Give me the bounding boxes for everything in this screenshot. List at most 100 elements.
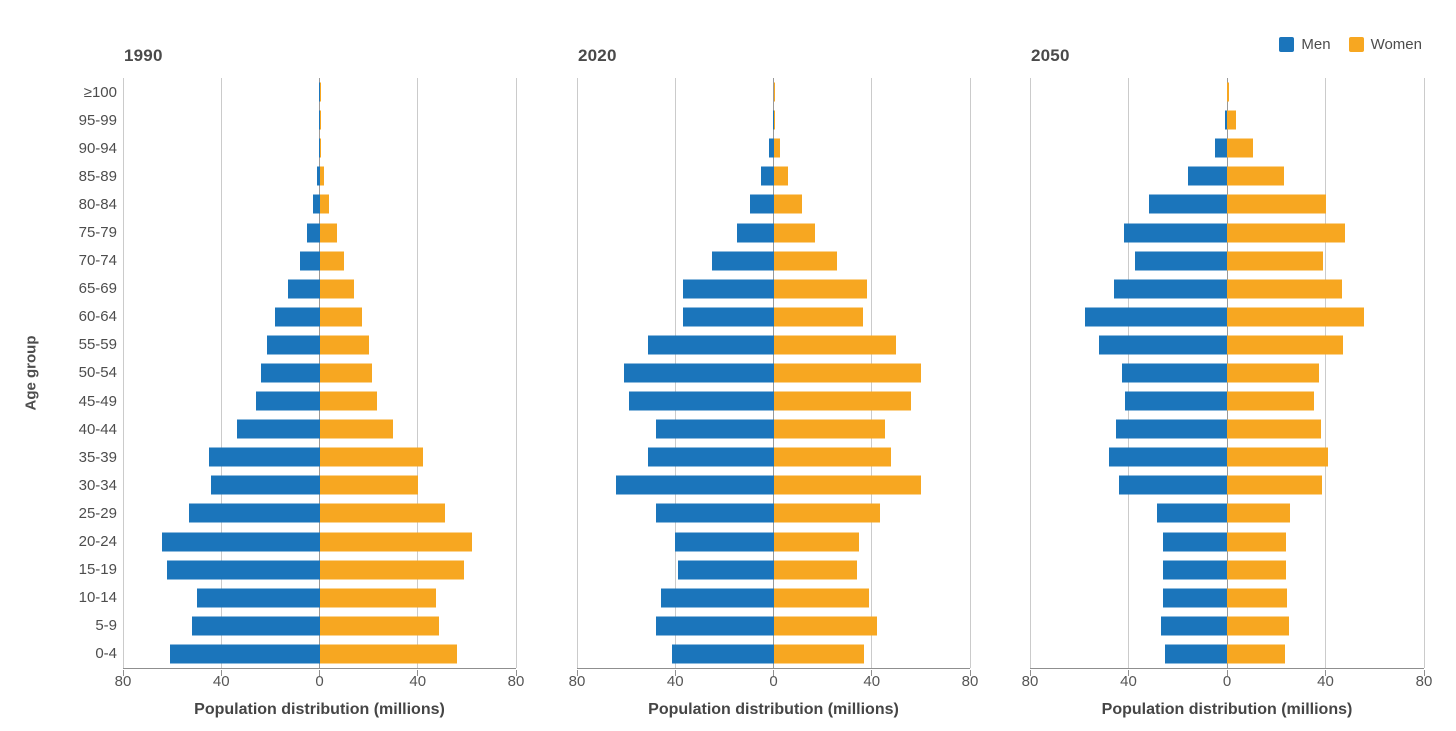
bar-women — [1227, 223, 1346, 243]
men-half — [1030, 415, 1227, 443]
bar-women — [1227, 335, 1343, 355]
x-tick-label: 80 — [1021, 673, 1039, 690]
bar-women — [773, 588, 870, 608]
pyramid-row — [1030, 78, 1424, 106]
women-half — [773, 612, 971, 640]
pyramid-row — [1030, 134, 1424, 162]
women-half — [773, 106, 971, 134]
bar-men — [1156, 503, 1227, 523]
men-half — [577, 218, 774, 246]
bar-women — [1227, 110, 1236, 130]
men-half — [577, 275, 774, 303]
x-tick-label: 40 — [666, 673, 684, 690]
men-half — [123, 303, 320, 331]
age-group-label: 15-19 — [78, 561, 117, 579]
bar-women — [1227, 419, 1321, 439]
women-half — [773, 640, 971, 668]
bar-men — [211, 475, 320, 495]
pyramid-row — [123, 247, 516, 275]
men-half — [577, 247, 774, 275]
bar-men — [660, 588, 774, 608]
bar-women — [1227, 588, 1288, 608]
x-tick-labels-2050: 80 40 0 40 80 — [1022, 673, 1433, 695]
bar-women — [1227, 560, 1287, 580]
bar-women — [773, 475, 921, 495]
bar-men — [675, 532, 774, 552]
bar-men — [1134, 251, 1227, 271]
women-half — [1227, 162, 1424, 190]
bar-women — [773, 447, 892, 467]
pyramid-rows — [577, 78, 970, 668]
men-half — [123, 190, 320, 218]
bar-men — [655, 616, 774, 636]
bar-women — [1227, 447, 1328, 467]
bar-women — [773, 503, 881, 523]
women-half — [773, 331, 971, 359]
axis-tick — [674, 670, 676, 676]
women-half — [319, 612, 517, 640]
men-half — [1030, 499, 1227, 527]
bar-men — [255, 391, 320, 411]
women-half — [1227, 387, 1424, 415]
legend-item-women: Women — [1348, 36, 1422, 53]
men-half — [123, 584, 320, 612]
axis-tick — [871, 670, 873, 676]
bar-women — [773, 419, 886, 439]
bar-men — [287, 279, 320, 299]
bar-women — [319, 475, 418, 495]
men-half — [123, 415, 320, 443]
women-legend-label: Women — [1370, 36, 1422, 53]
women-half — [773, 218, 971, 246]
pyramid-row — [1030, 331, 1424, 359]
pyramid-row — [123, 134, 516, 162]
pyramid-row — [577, 499, 970, 527]
pyramid-row — [577, 443, 970, 471]
men-half — [577, 499, 774, 527]
x-tick-label: 40 — [1120, 673, 1137, 690]
women-half — [773, 387, 971, 415]
x-axis-title-2050: Population distribution (millions) — [1101, 701, 1353, 718]
men-half — [1030, 443, 1227, 471]
x-tick-labels-1990: 80 40 0 40 80 — [115, 673, 525, 695]
bar-men — [196, 588, 320, 608]
pyramid-row — [1030, 247, 1424, 275]
bar-men — [1162, 588, 1227, 608]
men-half — [577, 387, 774, 415]
men-half — [1030, 556, 1227, 584]
axis-tick — [220, 670, 222, 676]
pyramid-row — [577, 134, 970, 162]
women-half — [773, 443, 971, 471]
men-half — [1030, 612, 1227, 640]
men-half — [577, 331, 774, 359]
bar-women — [319, 363, 373, 383]
bar-women — [319, 532, 472, 552]
women-half — [773, 303, 971, 331]
pyramid-row — [1030, 556, 1424, 584]
x-tick-label: 40 — [212, 673, 230, 690]
bar-women — [773, 110, 775, 130]
bar-men — [1124, 391, 1227, 411]
pyramid-row — [123, 190, 516, 218]
men-half — [1030, 134, 1227, 162]
pyramid-row — [577, 612, 970, 640]
women-half — [319, 387, 517, 415]
x-tick-label: 40 — [409, 673, 427, 690]
women-half — [1227, 331, 1424, 359]
men-legend-label: Men — [1301, 36, 1331, 53]
women-half — [773, 190, 971, 218]
bar-men — [736, 223, 774, 243]
men-half — [1030, 387, 1227, 415]
plot-area-2020 — [576, 78, 971, 676]
pyramid-row — [1030, 162, 1424, 190]
bar-men — [682, 279, 774, 299]
age-group-label: 55-59 — [78, 336, 117, 354]
panel-title-1990: 1990 — [124, 46, 163, 65]
bar-men — [266, 335, 320, 355]
pyramid-row — [1030, 471, 1424, 499]
women-half — [319, 218, 517, 246]
bar-men — [682, 307, 774, 327]
gridline — [576, 78, 578, 668]
pyramid-row — [577, 359, 970, 387]
bar-women — [1227, 279, 1342, 299]
